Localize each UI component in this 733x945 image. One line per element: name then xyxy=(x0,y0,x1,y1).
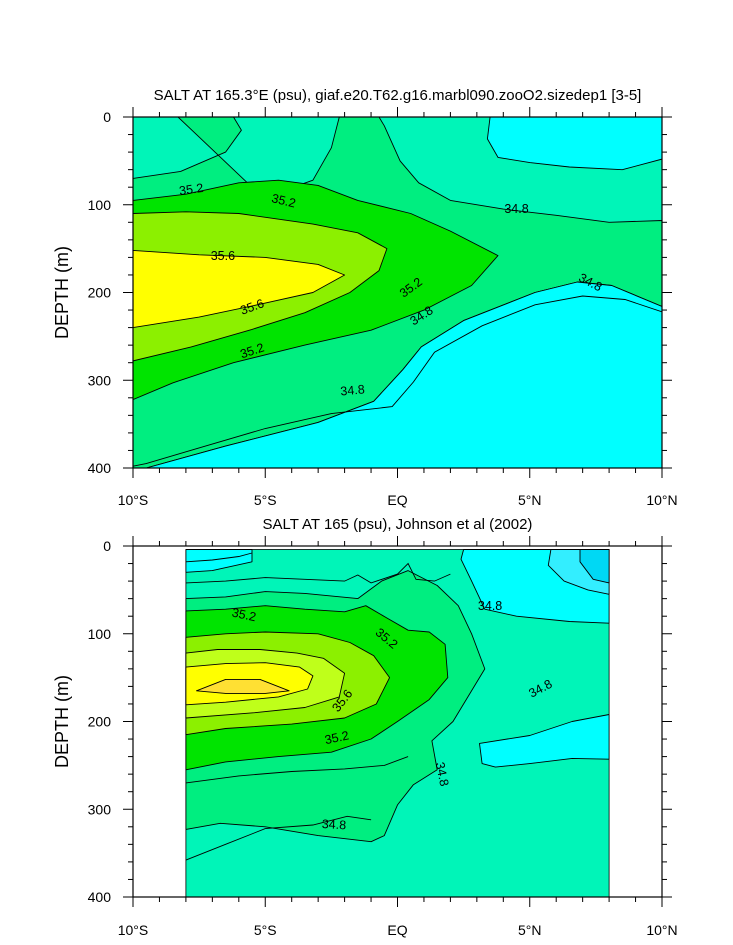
x-tick-label: 10°N xyxy=(646,492,677,508)
y-tick-label: 0 xyxy=(103,109,111,125)
contour-line xyxy=(185,815,372,861)
contour-region-34-6 xyxy=(185,549,253,573)
y-tick-label: 300 xyxy=(88,801,112,817)
model-salinity-panel: 35.235.2 34.835.634.835.235.6 34.835.234.8… xyxy=(52,87,678,508)
contour-label: 34.8 xyxy=(321,817,346,832)
plot-area: 35.235.2 34.835.634.835.235.6 34.835.234.8 xyxy=(133,117,662,468)
contour-region-35-6 xyxy=(133,249,346,329)
x-tick-label: 5°S xyxy=(254,492,277,508)
y-tick-label: 200 xyxy=(88,285,112,301)
x-tick-label: 10°N xyxy=(646,922,677,938)
contour-line xyxy=(185,562,451,584)
y-tick-label: 400 xyxy=(88,889,112,905)
y-tick-label: 200 xyxy=(88,714,112,730)
x-tick-label: 5°N xyxy=(518,492,542,508)
contour-region-34-8 xyxy=(133,281,662,468)
x-tick-label: 5°N xyxy=(518,922,542,938)
y-tick-label: 400 xyxy=(88,460,112,476)
contour-label: 35.2 xyxy=(270,191,297,210)
contour-label: 35.2 xyxy=(323,728,350,747)
contour-line xyxy=(185,756,409,784)
x-tick-label: EQ xyxy=(387,492,407,508)
chart-title: SALT AT 165 (psu), Johnson et al (2002) xyxy=(263,516,533,533)
y-tick-label: 300 xyxy=(88,372,112,388)
contour-label: 35.2 xyxy=(231,606,258,625)
contour-region-34-8 xyxy=(486,117,662,171)
contour-line xyxy=(185,552,253,563)
contour-region-34-6 xyxy=(479,714,610,768)
contour-label: 34.8 xyxy=(340,382,366,398)
contour-region-34-2 xyxy=(579,549,610,584)
x-tick-label: 10°S xyxy=(118,492,149,508)
y-axis-label: DEPTH (m) xyxy=(52,246,72,339)
contour-region-36 xyxy=(196,678,290,694)
contour-label: 34.8 xyxy=(478,599,502,613)
y-tick-label: 0 xyxy=(103,538,111,554)
x-tick-label: EQ xyxy=(387,922,407,938)
contour-line xyxy=(133,295,662,467)
x-tick-label: 5°S xyxy=(254,922,277,938)
plot-area: 35.235.234.834.835.635.234.834.8 xyxy=(185,549,610,897)
chart-title: SALT AT 165.3°E (psu), giaf.e20.T62.g16.… xyxy=(154,87,642,104)
contour-label: 35.2 xyxy=(178,181,204,198)
y-tick-label: 100 xyxy=(88,626,112,642)
contour-label: 34.8 xyxy=(504,202,528,216)
contour-label: 34.8 xyxy=(433,761,452,788)
x-tick-label: 10°S xyxy=(118,922,149,938)
observed-salinity-panel: 35.235.234.834.835.635.234.834.801002003… xyxy=(52,516,678,938)
contour-label: 35.6 xyxy=(211,249,235,263)
y-tick-label: 100 xyxy=(88,197,112,213)
y-axis-label: DEPTH (m) xyxy=(52,675,72,768)
